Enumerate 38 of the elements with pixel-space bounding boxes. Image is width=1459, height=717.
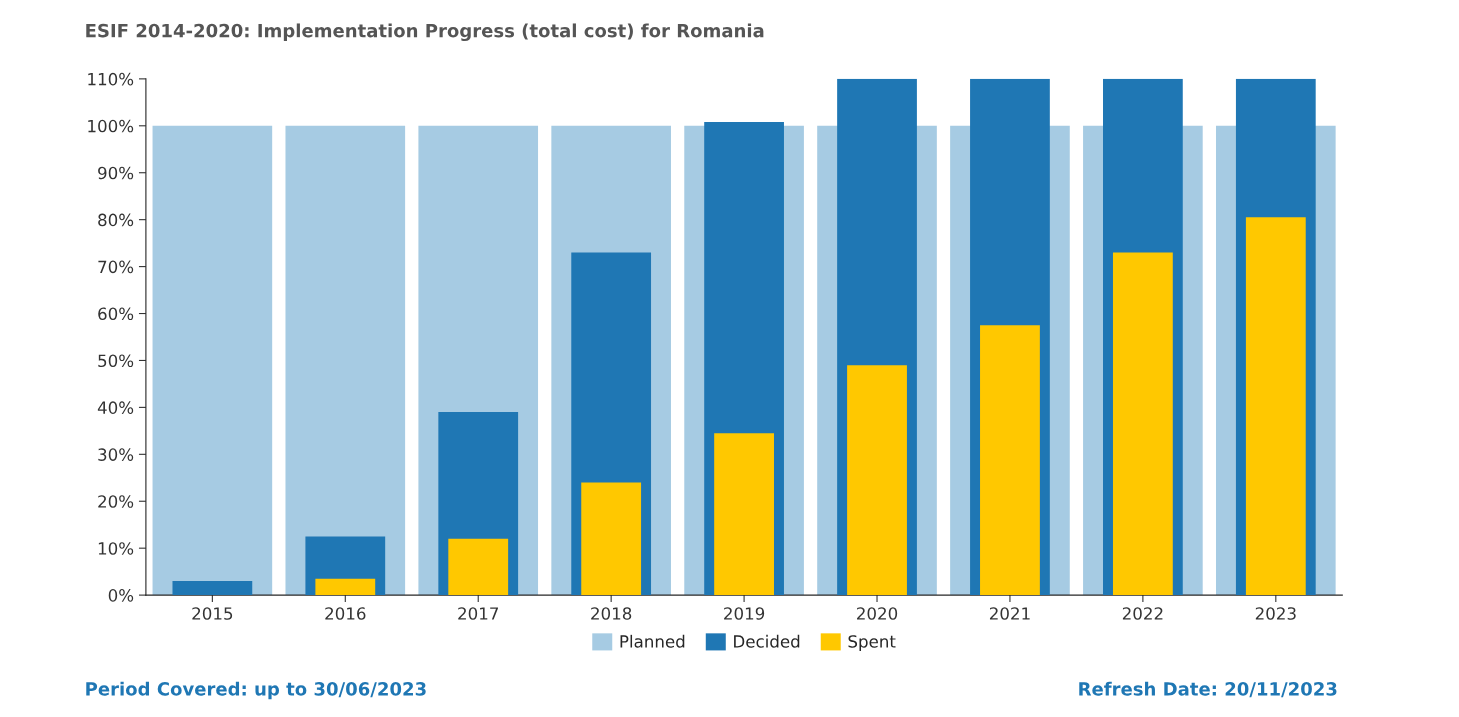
bar [448, 538, 509, 596]
x-tick-label: 2018 [591, 607, 632, 620]
y-tick-label: 100% [88, 119, 134, 133]
x-tick-label: 2016 [325, 607, 366, 620]
bar [285, 125, 406, 596]
x-tick-label: 2020 [857, 607, 898, 620]
legend-label: Planned [620, 634, 685, 648]
y-tick-label: 0% [108, 589, 134, 602]
bar [152, 125, 273, 596]
legend-label: Spent [848, 635, 896, 651]
y-tick-label: 80% [98, 213, 134, 227]
x-tick-label: 2023 [1255, 607, 1296, 620]
x-tick-label: 2017 [458, 607, 499, 620]
x-tick-label: 2022 [1122, 607, 1163, 620]
y-tick-label: 30% [98, 448, 134, 461]
y-tick-label: 70% [98, 260, 134, 274]
bar [581, 482, 642, 596]
x-tick-label: 2015 [192, 607, 233, 620]
y-tick-label: 40% [97, 401, 134, 414]
bar [714, 433, 774, 596]
y-tick-label: 60% [98, 307, 134, 321]
y-tick-label: 90% [98, 166, 134, 180]
bar [847, 365, 907, 596]
y-tick-label: 110% [88, 72, 134, 86]
x-tick-label: 2021 [989, 607, 1030, 620]
y-tick-label: 10% [98, 542, 134, 555]
bar [1245, 217, 1306, 596]
text: Period Covered: up to 30/06/2023 [86, 681, 426, 700]
y-tick-label: 20% [98, 495, 134, 508]
chart-title: ESIF 2014-2020: Implementation Progress (total cost) for Romania [86, 23, 764, 42]
legend-label: Decided [734, 634, 800, 648]
bar [1112, 252, 1173, 596]
bar [172, 581, 253, 596]
bar [980, 325, 1040, 596]
x-tick-label: 2019 [724, 607, 765, 620]
bar [315, 578, 376, 596]
text: Refresh Date: 20/11/2023 [1079, 681, 1337, 698]
y-tick-label: 50% [98, 354, 134, 368]
